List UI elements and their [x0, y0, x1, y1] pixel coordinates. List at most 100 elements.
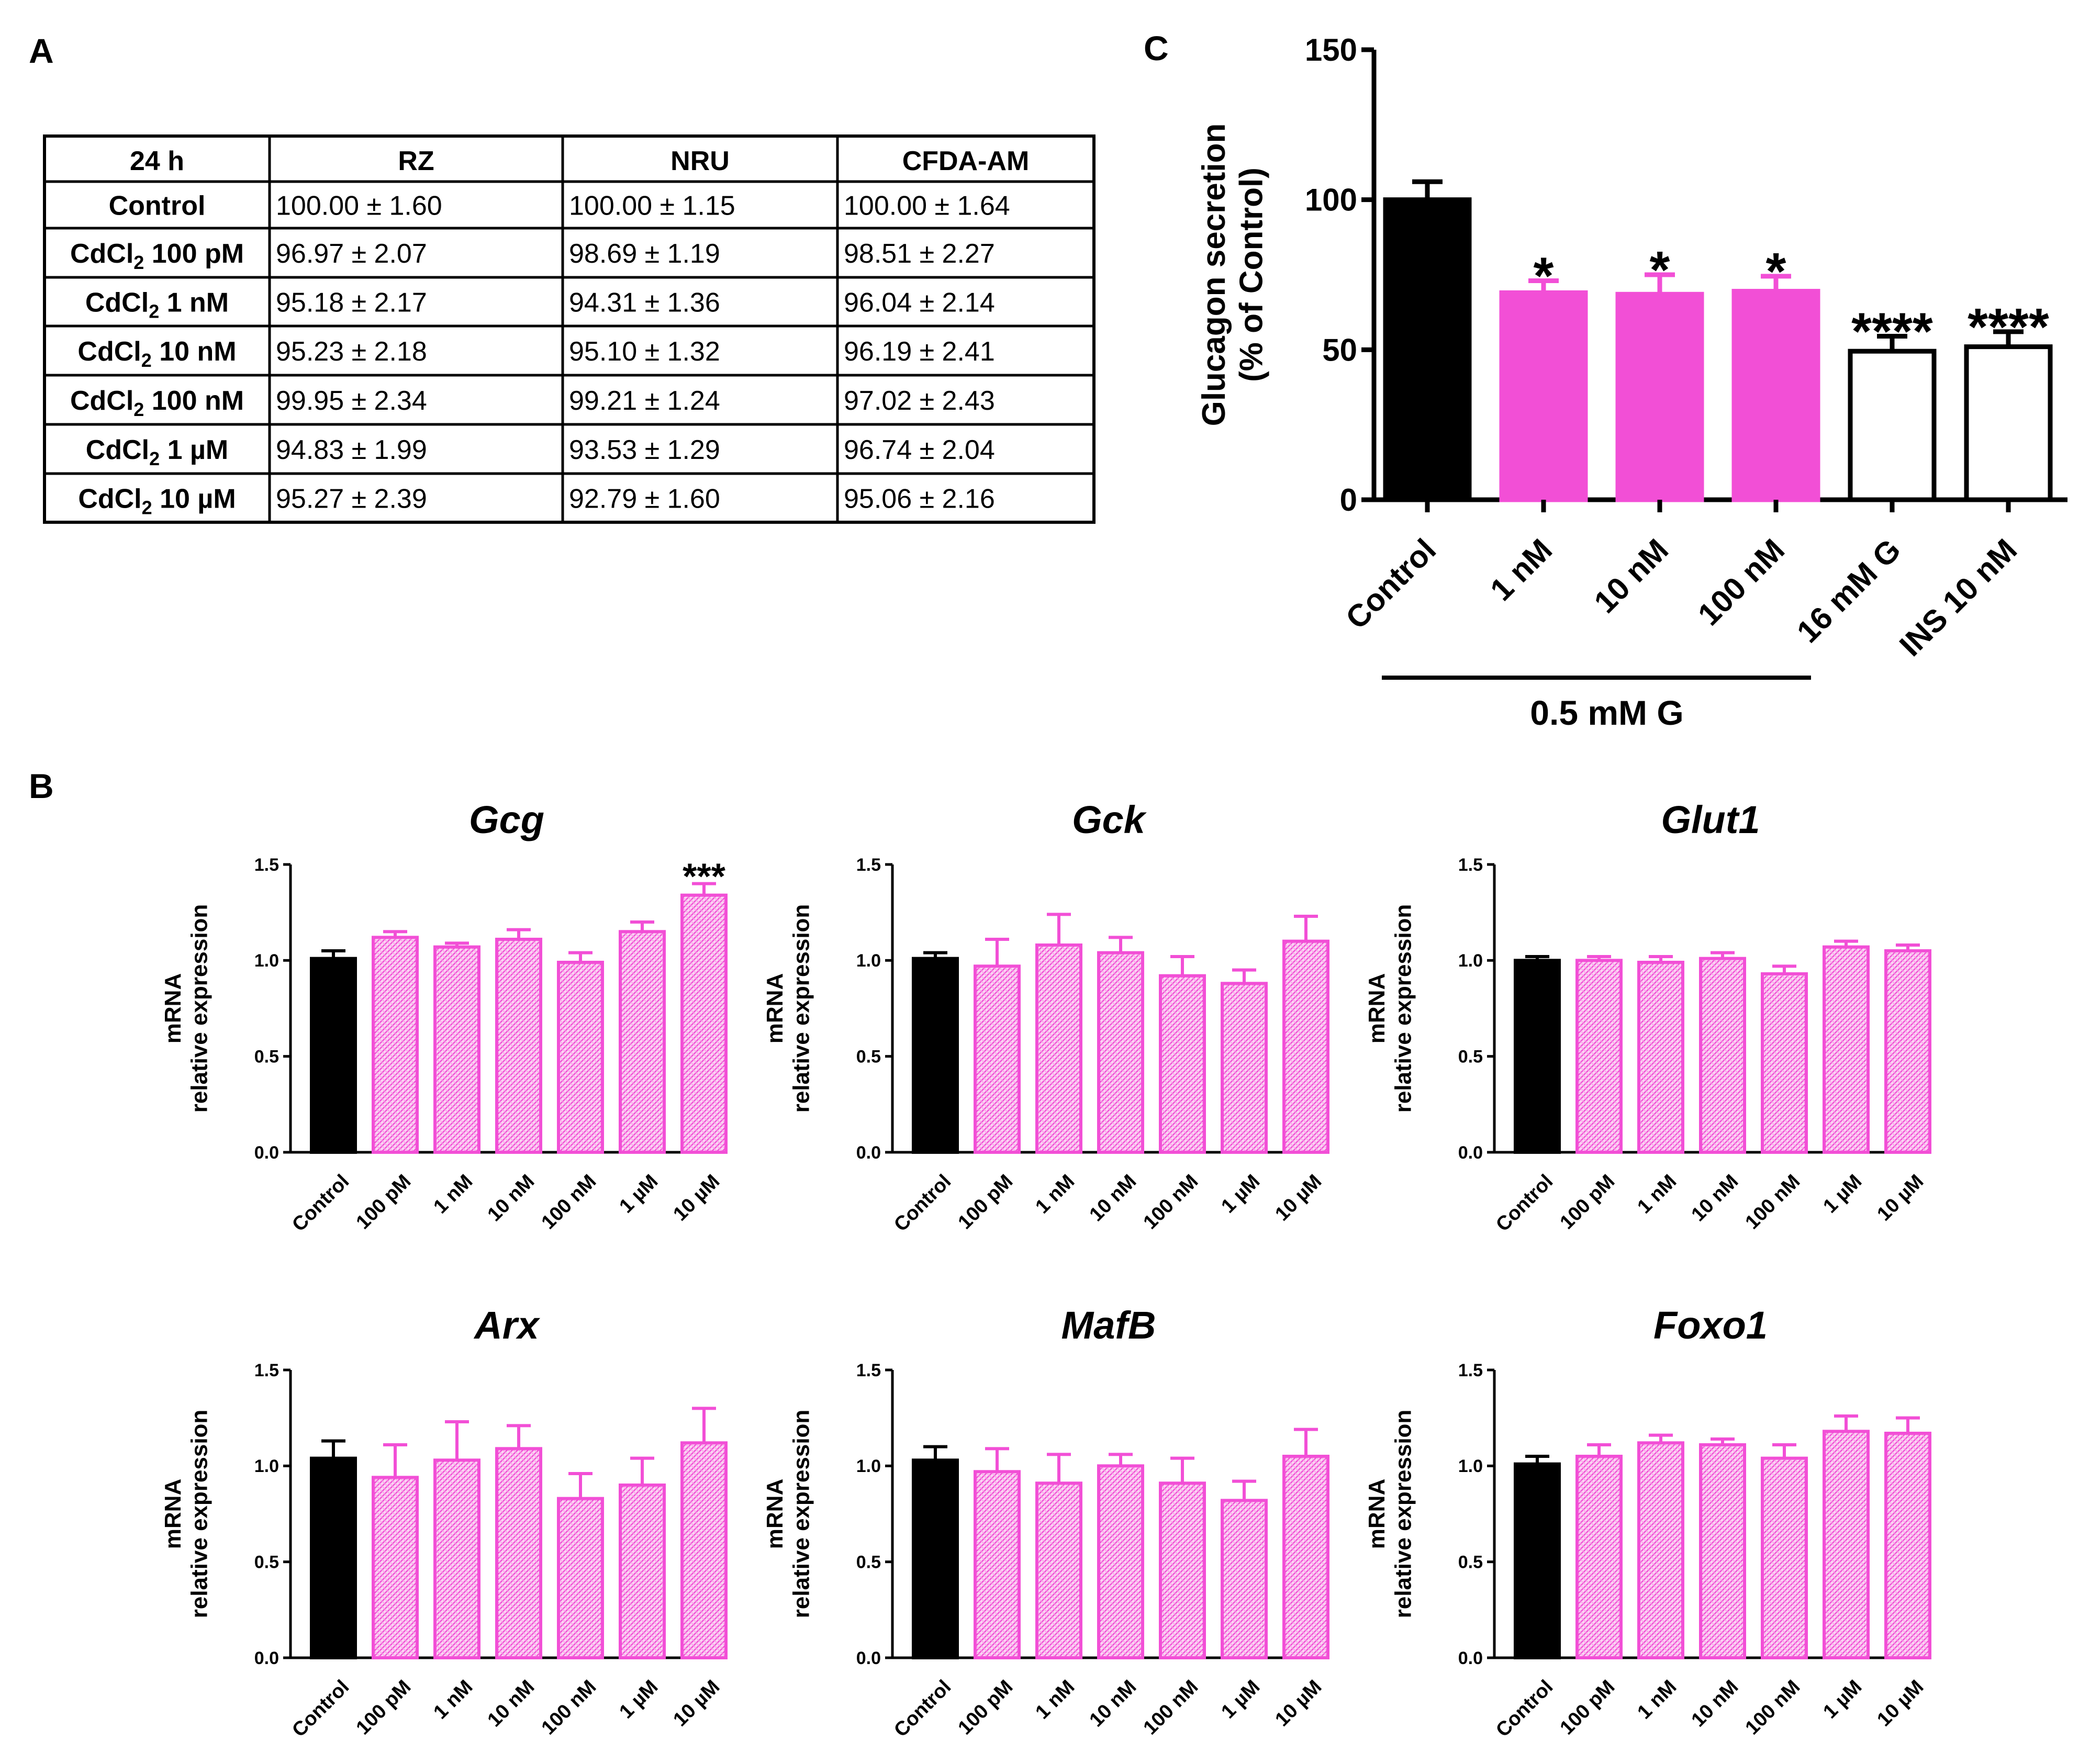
x-category-label: Control	[1339, 532, 1443, 636]
y-axis-label: relative expression	[1391, 1410, 1416, 1619]
bar	[1699, 957, 1746, 1154]
mrna-chart-glut1: Glut1 0.0 0.5 1.0 1.5 mRNA relative expression…	[1364, 798, 1931, 1236]
x-category-label: 100 nM	[1741, 1676, 1805, 1739]
x-category-label: 100 pM	[352, 1676, 416, 1739]
bar	[495, 938, 542, 1154]
y-tick-label: 0.0	[254, 1143, 279, 1163]
y-tick-label: 1.0	[856, 951, 881, 971]
y-tick-label: 100	[1305, 183, 1357, 218]
y-tick-label: 0.0	[1458, 1143, 1483, 1163]
table-row-label: CdCl2 100 nM	[70, 386, 244, 420]
bar	[1097, 951, 1144, 1154]
y-tick-label: 1.5	[856, 1361, 881, 1380]
x-category-label: INS 10 nM	[1893, 532, 2024, 663]
bar	[1575, 1455, 1623, 1659]
bar	[1964, 344, 2053, 502]
mrna-chart-foxo1: Foxo1 0.0 0.5 1.0 1.5 mRNA relative expression…	[1364, 1304, 1931, 1741]
table-value-cell: 95.18 ± 2.17	[276, 288, 427, 318]
bar	[1575, 959, 1623, 1154]
table-value-cell: 96.04 ± 2.14	[844, 288, 995, 318]
x-category-label: Control	[288, 1171, 353, 1236]
x-category-label: 10 µM	[1271, 1676, 1326, 1731]
bar	[1884, 949, 1931, 1154]
bar	[912, 1458, 959, 1659]
table-value-cell: 96.97 ± 2.07	[276, 239, 427, 269]
y-tick-label: 1.0	[1458, 1456, 1483, 1476]
significance-label: *	[1534, 246, 1554, 305]
bar	[1035, 943, 1082, 1154]
bar	[557, 1497, 604, 1660]
chart-title: Glut1	[1661, 798, 1760, 841]
significance-label: ****	[1968, 298, 2049, 356]
y-tick-label: 50	[1322, 332, 1357, 367]
bar	[1731, 289, 1820, 502]
table-header-cell: CFDA-AM	[902, 146, 1030, 176]
y-tick-label: 0.5	[1458, 1553, 1483, 1572]
x-category-label: 1 µM	[1217, 1171, 1264, 1218]
bar	[310, 1456, 357, 1660]
bar	[1159, 1481, 1206, 1659]
significance-label: *	[1650, 241, 1670, 299]
table-value-cell: 93.53 ± 1.29	[569, 435, 720, 465]
y-axis-label: mRNA	[762, 1479, 788, 1549]
bar	[372, 936, 419, 1154]
y-tick-label: 0.5	[856, 1553, 881, 1572]
y-tick-label: 1.0	[254, 951, 279, 971]
bar	[433, 1458, 480, 1659]
bar	[1514, 959, 1561, 1154]
x-category-label: 10 µM	[669, 1676, 724, 1731]
x-category-label: 1 nM	[1633, 1676, 1681, 1724]
y-tick-label: 0.5	[254, 1047, 279, 1067]
x-category-label: 10 nM	[484, 1171, 539, 1226]
y-tick-label: 1.5	[1458, 855, 1483, 875]
table-value-cell: 95.23 ± 2.18	[276, 336, 427, 367]
x-category-label: 100 pM	[954, 1676, 1018, 1739]
bar	[680, 893, 728, 1154]
mrna-chart-mafb: MafB 0.0 0.5 1.0 1.5 mRNA relative expression C…	[762, 1304, 1329, 1741]
x-category-label: 10 µM	[1873, 1676, 1928, 1731]
y-tick-label: 1.0	[254, 1456, 279, 1476]
table-header-cell: NRU	[670, 146, 730, 176]
bar	[1615, 291, 1704, 502]
bar	[912, 957, 959, 1154]
bar	[557, 961, 604, 1154]
x-category-label: 100 nM	[1691, 532, 1791, 632]
x-category-label: 100 pM	[1556, 1171, 1619, 1234]
bar	[1221, 982, 1268, 1154]
bar	[1499, 290, 1588, 502]
bar	[1637, 1441, 1684, 1659]
bar	[1159, 974, 1206, 1154]
table-value-cell: 92.79 ± 1.60	[569, 484, 720, 514]
x-category-label: 100 pM	[954, 1171, 1018, 1234]
bar	[680, 1441, 728, 1659]
table-value-cell: 96.19 ± 2.41	[844, 336, 995, 367]
bar	[1761, 1456, 1808, 1660]
bar	[433, 945, 480, 1154]
x-category-label: Control	[890, 1676, 955, 1741]
chart-title: Gck	[1072, 798, 1147, 841]
table-row-label: CdCl2 100 pM	[70, 239, 244, 273]
table-header-cell: 24 h	[130, 146, 184, 176]
y-tick-label: 0.5	[254, 1553, 279, 1572]
panel-label-b: B	[29, 767, 54, 805]
y-axis-label: mRNA	[160, 973, 186, 1043]
viability-table: 24 h RZ NRU CFDA-AM Control 100.00 ± 1.60 100.…	[43, 134, 1096, 524]
y-tick-label: 0.0	[856, 1143, 881, 1163]
y-axis-label: mRNA	[160, 1479, 186, 1549]
table-row-label: CdCl2 1 nM	[85, 288, 229, 322]
x-category-label: Control	[1492, 1171, 1557, 1236]
bar	[1637, 961, 1684, 1154]
x-category-label: 1 nM	[1031, 1676, 1079, 1724]
bar	[372, 1476, 419, 1659]
x-category-label: 1 µM	[1819, 1171, 1866, 1218]
x-category-label: 10 nM	[1086, 1171, 1141, 1226]
y-tick-label: 0.5	[1458, 1047, 1483, 1067]
x-category-label: Control	[1492, 1676, 1557, 1741]
y-axis-label: relative expression	[789, 1410, 814, 1619]
table-value-cell: 94.83 ± 1.99	[276, 435, 427, 465]
x-category-label: 16 mM G	[1790, 532, 1907, 649]
y-tick-label: 150	[1305, 32, 1357, 68]
bar	[1823, 945, 1870, 1154]
y-tick-label: 0.5	[856, 1047, 881, 1067]
